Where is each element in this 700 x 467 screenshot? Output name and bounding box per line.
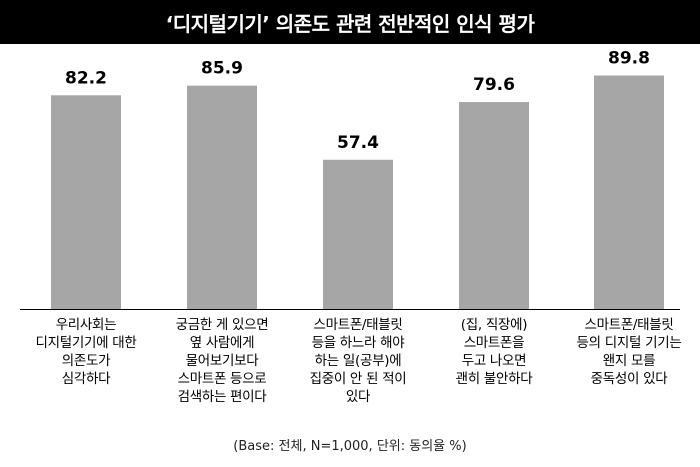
value-label-1: 82.2: [65, 68, 107, 88]
category-label-4: (집, 직장에) 스마트폰을 두고 나오면 괜히 불안하다: [455, 317, 533, 387]
category-label-2: 궁금한 게 있으면 옆 사람에게 물어보기보다 스마트폰 등으로 검색하는 편이…: [175, 317, 269, 405]
bar-2: [187, 85, 257, 309]
category-label-1: 우리사회는 디지털기기에 대한 의존도가 심각하다: [35, 317, 137, 387]
base-note: (Base: 전체, N=1,000, 단위: 동의율 %): [233, 439, 467, 454]
x-axis-line: [20, 309, 680, 310]
category-label-5: 스마트폰/태블릿 등의 디지털 기기는 왠지 모를 중독성이 있다: [576, 317, 682, 387]
chart-title: ‘디지털기기’ 의존도 관련 전반적인 인식 평가: [0, 0, 700, 44]
bar-5: [594, 75, 664, 309]
value-label-4: 79.6: [473, 75, 515, 95]
category-label-3: 스마트폰/태블릿 등을 하느라 해야 하는 일(공부)에 집중이 안 된 적이 …: [309, 317, 407, 405]
bar-3: [323, 159, 393, 309]
value-label-3: 57.4: [337, 133, 379, 153]
bar-4: [459, 102, 529, 309]
bar-1: [51, 95, 121, 309]
value-label-2: 85.9: [201, 59, 243, 79]
value-label-5: 89.8: [608, 49, 650, 69]
bar-chart: 82.2 85.9 57.4 79.6 89.8: [51, 49, 664, 309]
